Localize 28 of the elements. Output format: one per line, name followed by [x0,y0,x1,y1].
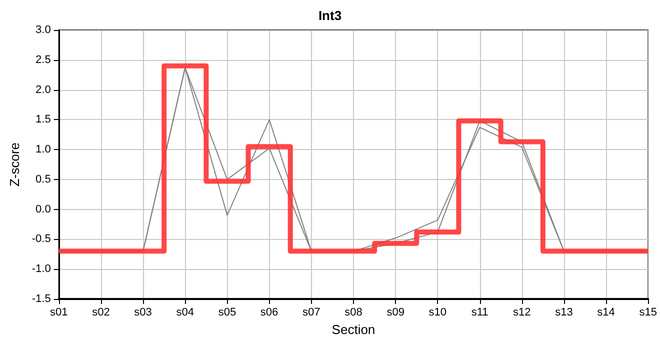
y-tick-label: 0.0 [36,203,51,216]
y-tick-label: -1.0 [32,263,51,276]
x-tick-label: s07 [302,306,320,318]
y-tick-label: 2.5 [36,54,51,66]
y-tick-label: -1.5 [32,293,51,305]
x-tick-label: s04 [176,306,194,318]
x-tick-label: s05 [218,306,236,318]
y-tick-label: 1.5 [36,114,51,126]
x-tick-label: s10 [428,306,447,318]
y-tick-label: 3.0 [36,24,51,36]
x-axis-title: Section [332,322,376,337]
x-tick-label: s02 [92,306,110,318]
x-tick-label: s01 [50,306,68,318]
y-tick-label: 2.0 [36,84,51,96]
x-tick-label: s15 [639,306,658,318]
x-tick-label: s06 [260,306,278,318]
y-axis-title: Z-score [7,142,22,187]
x-tick-label: s14 [597,306,615,318]
y-tick-label: 1.0 [36,144,51,156]
x-tick-label: s12 [512,306,531,318]
y-tick-label: -0.5 [32,233,51,246]
x-tick-label: s09 [386,306,404,318]
x-tick-label: s08 [344,306,362,318]
y-tick-label: 0.5 [36,173,51,186]
x-tick-label: s11 [471,306,488,318]
chart-title: Int3 [318,8,342,23]
x-tick-label: s03 [134,306,152,318]
x-tick-label: s13 [555,306,573,318]
